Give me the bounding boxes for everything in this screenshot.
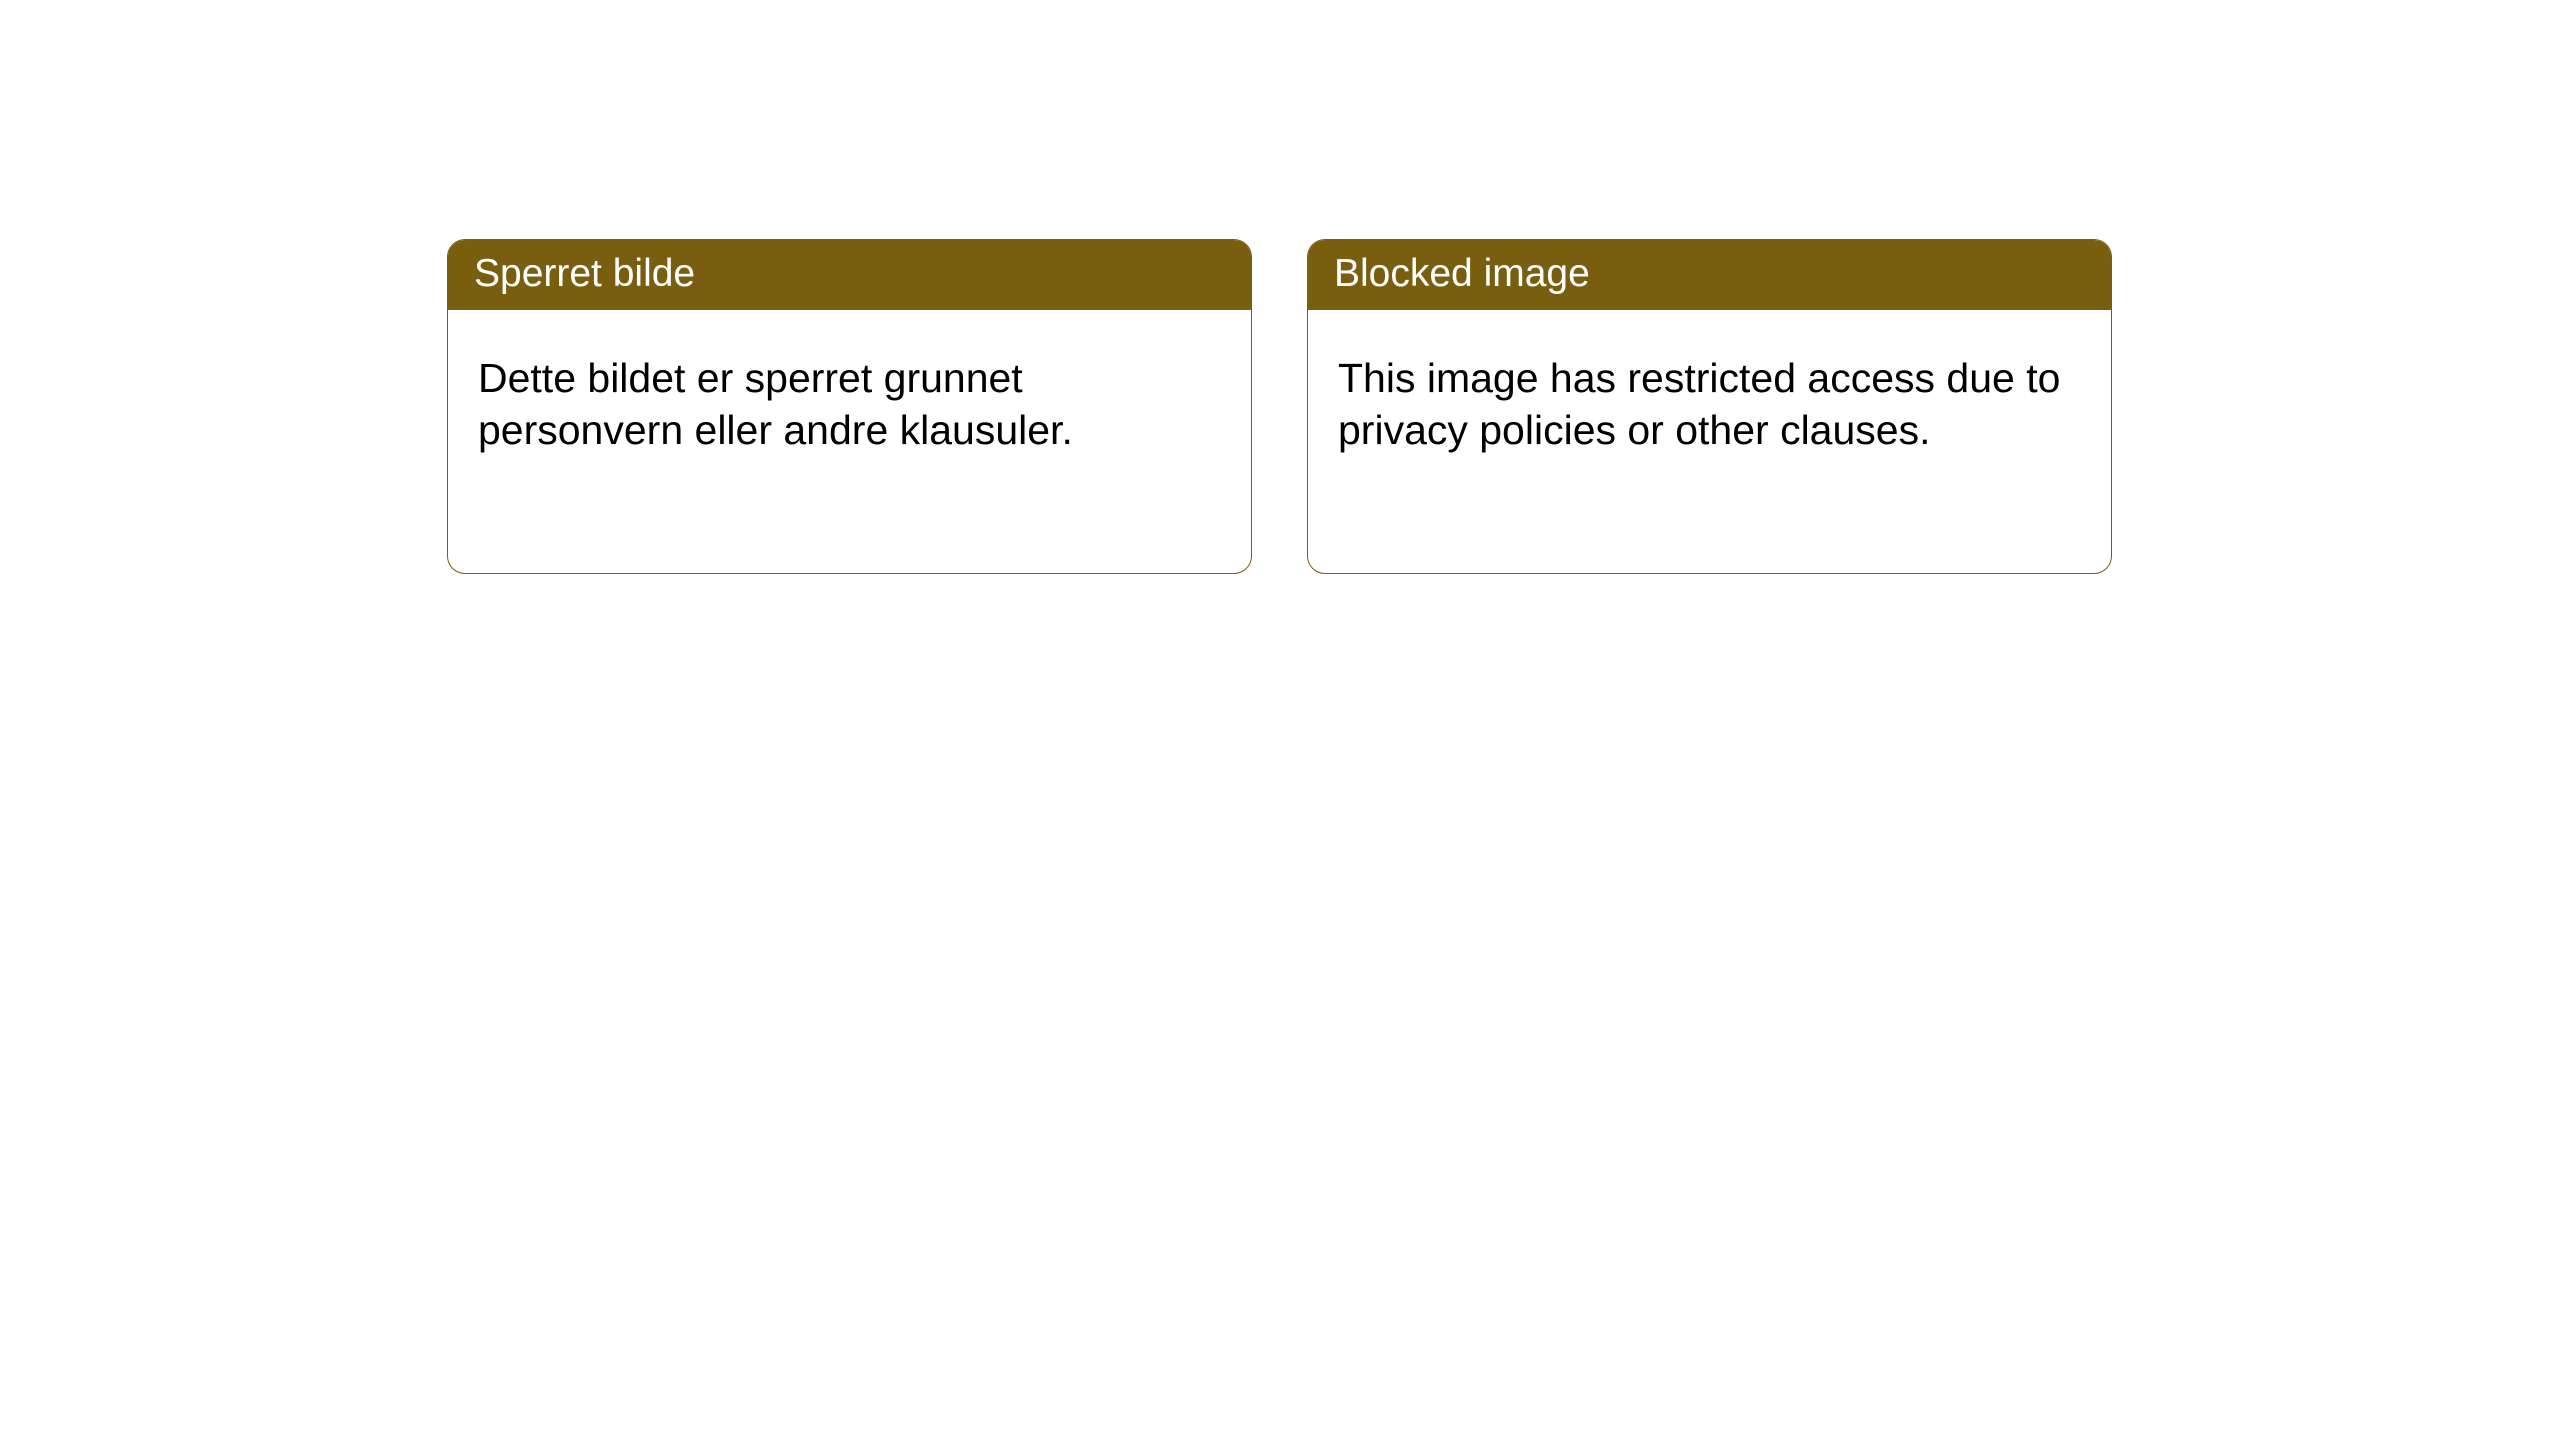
card-body-text: Dette bildet er sperret grunnet personve…: [478, 355, 1073, 453]
blocked-image-card-en: Blocked image This image has restricted …: [1307, 239, 2112, 574]
card-body-text: This image has restricted access due to …: [1338, 355, 2060, 453]
card-body: This image has restricted access due to …: [1308, 310, 2111, 486]
card-header: Sperret bilde: [448, 240, 1251, 310]
cards-container: Sperret bilde Dette bildet er sperret gr…: [0, 0, 2560, 574]
card-body: Dette bildet er sperret grunnet personve…: [448, 310, 1251, 486]
card-header: Blocked image: [1308, 240, 2111, 310]
blocked-image-card-no: Sperret bilde Dette bildet er sperret gr…: [447, 239, 1252, 574]
card-title: Blocked image: [1334, 252, 1590, 295]
card-title: Sperret bilde: [474, 252, 695, 295]
